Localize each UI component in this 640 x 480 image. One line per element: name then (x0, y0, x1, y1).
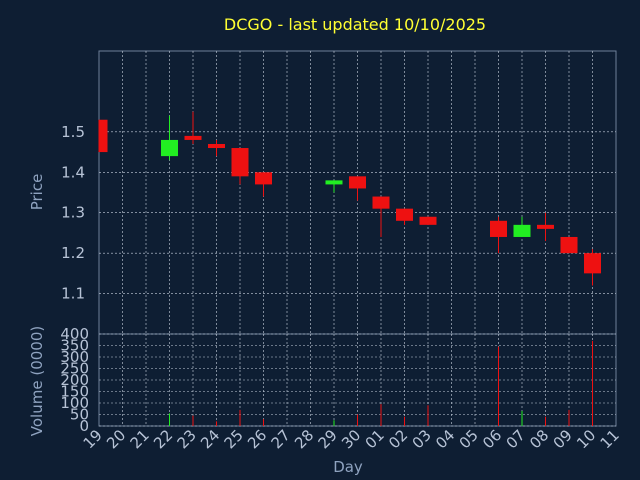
candle-body (537, 224, 554, 229)
candle-body (560, 236, 578, 254)
volume-tick-label: 200 (60, 371, 89, 389)
x-axis-title: Day (333, 458, 363, 476)
x-tick-labels: 1920212223242526272829300102030405060708… (80, 426, 623, 452)
volume-tick-label: 350 (60, 337, 89, 355)
x-tick-label: 29 (315, 426, 341, 452)
volume-axis-title: Volume (0000) (28, 326, 46, 436)
volume-bars (169, 340, 593, 426)
x-tick-label: 28 (291, 426, 317, 452)
x-tick-label: 25 (221, 426, 247, 452)
price-tick-label: 1.2 (61, 244, 85, 262)
candle-body (99, 119, 108, 153)
x-tick-label: 11 (597, 426, 623, 452)
x-tick-label: 21 (127, 426, 153, 452)
candle-body (208, 143, 225, 149)
x-tick-label: 23 (174, 426, 200, 452)
price-axis-title: Price (28, 174, 46, 211)
x-tick-label: 09 (550, 426, 576, 452)
price-tick-labels: 1.1 1.2 1.3 1.4 1.5 (61, 123, 85, 303)
candle-body (419, 216, 437, 225)
candle-body (325, 180, 343, 185)
x-tick-label: 20 (103, 426, 129, 452)
x-tick-label: 02 (385, 426, 411, 452)
candle-body (396, 208, 413, 221)
volume-tick-label: 300 (60, 348, 89, 366)
price-tick-label: 1.1 (61, 285, 85, 303)
volume-tick-label: 100 (60, 394, 89, 412)
volume-tick-label: 50 (70, 406, 89, 424)
price-tick-label: 1.5 (61, 123, 85, 141)
x-tick-label: 10 (573, 426, 599, 452)
candle-body (184, 135, 202, 140)
volume-tick-label: 0 (79, 417, 89, 435)
x-tick-label: 27 (268, 426, 294, 452)
x-tick-label: 03 (409, 426, 435, 452)
candles (98, 111, 601, 286)
candle-body (584, 253, 601, 274)
volume-tick-label: 400 (60, 325, 89, 343)
candle-body (513, 224, 531, 237)
candle-body (349, 176, 366, 189)
candle-body (231, 148, 249, 177)
x-tick-label: 06 (479, 426, 505, 452)
x-tick-label: 05 (456, 426, 482, 452)
candle-body (161, 139, 178, 157)
price-tick-label: 1.3 (61, 204, 85, 222)
x-tick-label: 07 (503, 426, 529, 452)
volume-tick-label: 150 (60, 383, 89, 401)
x-tick-label: 26 (244, 426, 270, 452)
candle-body (255, 172, 272, 185)
x-tick-label: 04 (432, 426, 458, 452)
x-tick-label: 08 (526, 426, 552, 452)
x-tick-label: 24 (197, 426, 223, 452)
x-tick-label: 30 (338, 426, 364, 452)
x-tick-label: 22 (150, 426, 176, 452)
candle-body (490, 220, 507, 237)
x-tick-label: 01 (362, 426, 388, 452)
volume-tick-label: 250 (60, 360, 89, 378)
candle-body (372, 196, 390, 209)
chart-title: DCGO - last updated 10/10/2025 (224, 15, 486, 34)
price-grid (99, 51, 616, 334)
price-tick-label: 1.4 (61, 163, 85, 181)
